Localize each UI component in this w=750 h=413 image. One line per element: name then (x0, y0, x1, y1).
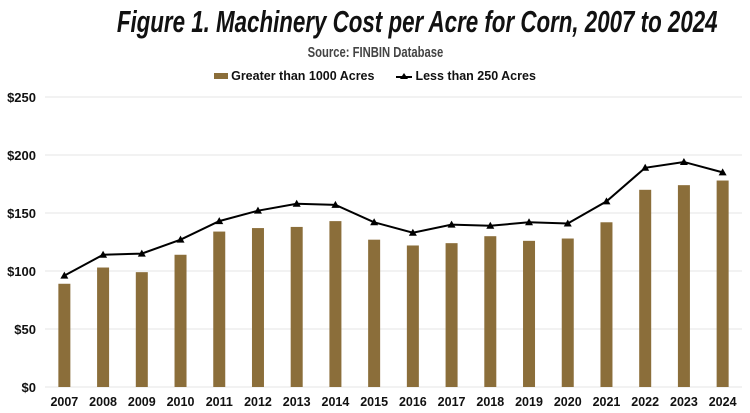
line-marker (447, 220, 456, 228)
bar (135, 272, 148, 387)
bar (368, 239, 381, 387)
bar (484, 236, 497, 387)
bar (251, 228, 264, 387)
line-marker (718, 168, 727, 176)
legend-swatch-bar (214, 73, 229, 79)
chart-subtitle: Source: FINBIN Database (307, 44, 443, 61)
line-marker (176, 235, 185, 243)
y-tick-label: $150 (7, 206, 36, 221)
line-marker (602, 197, 611, 205)
line-marker (563, 219, 572, 227)
x-tick-label: 2011 (206, 395, 233, 409)
bar (213, 231, 226, 387)
bar (406, 245, 419, 387)
x-tick-label: 2008 (89, 395, 117, 409)
legend-item-bars: Greater than 1000 Acres (214, 69, 374, 83)
bar (329, 221, 342, 387)
x-tick-label: 2014 (322, 395, 350, 409)
x-tick-label: 2024 (709, 395, 737, 409)
bar (639, 189, 652, 387)
x-tick-label: 2012 (244, 395, 272, 409)
x-tick-label: 2007 (50, 395, 78, 409)
x-tick-label: 2017 (438, 395, 466, 409)
bar (445, 243, 458, 387)
bar (523, 240, 536, 387)
line-marker (215, 217, 224, 225)
x-tick-label: 2015 (360, 395, 388, 409)
series-line (63, 160, 723, 277)
chart-title: Figure 1. Machinery Cost per Acre for Co… (116, 4, 718, 39)
line-marker (292, 199, 301, 207)
line-marker (486, 221, 495, 229)
x-tick-label: 2016 (399, 395, 427, 409)
bar (716, 180, 729, 387)
x-tick-label: 2020 (554, 395, 582, 409)
y-tick-label: $50 (14, 322, 36, 337)
y-tick-label: $200 (7, 148, 36, 163)
y-tick-label: $250 (7, 90, 36, 105)
y-tick-label: $0 (22, 380, 36, 395)
x-tick-label: 2023 (670, 395, 698, 409)
line-marker (679, 157, 688, 165)
legend-line-triangle-icon (396, 73, 413, 79)
bar (97, 267, 110, 387)
bar (174, 254, 187, 387)
line-marker (641, 163, 650, 171)
line-marker (331, 200, 340, 208)
legend-item-line: Less than 250 Acres (396, 69, 536, 83)
bar (290, 226, 303, 387)
line-marker (525, 218, 534, 226)
x-tick-label: 2019 (515, 395, 543, 409)
line-marker (370, 218, 379, 226)
line-marker (99, 250, 108, 258)
x-tick-label: 2010 (167, 395, 195, 409)
bar (561, 238, 574, 387)
line-marker (137, 249, 146, 257)
bar (58, 283, 71, 387)
x-tick-label: 2022 (631, 395, 659, 409)
x-tick-label: 2021 (593, 395, 621, 409)
legend: Greater than 1000 Acres Less than 250 Ac… (0, 69, 750, 83)
legend-label: Greater than 1000 Acres (231, 69, 375, 83)
bar (677, 185, 690, 387)
line-marker (408, 228, 417, 236)
x-tick-label: 2009 (128, 395, 156, 409)
legend-label: Less than 250 Acres (415, 69, 536, 83)
line-marker (60, 271, 69, 279)
x-tick-label: 2013 (283, 395, 311, 409)
line-marker (253, 206, 262, 214)
x-tick-label: 2018 (476, 395, 504, 409)
bar (600, 222, 613, 387)
y-tick-label: $100 (7, 264, 36, 279)
